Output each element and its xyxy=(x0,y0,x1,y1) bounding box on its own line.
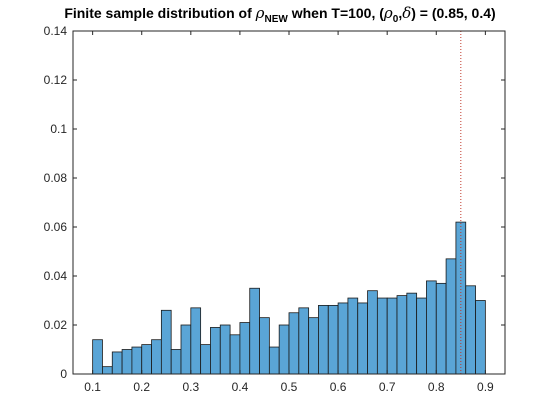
histogram-bar xyxy=(121,349,133,375)
histogram-bar xyxy=(298,307,310,375)
x-tick-label: 0.8 xyxy=(428,380,445,394)
title-rho0-subscript: 0 xyxy=(392,13,399,25)
histogram-bar xyxy=(416,297,427,375)
histogram-bar xyxy=(92,339,103,375)
x-tick-label: 0.2 xyxy=(133,380,150,394)
title-middle: when T=100, ( xyxy=(287,5,384,21)
x-tick-label: 0.7 xyxy=(379,380,396,394)
title-prefix: Finite sample distribution of xyxy=(64,5,256,21)
histogram-bar xyxy=(170,349,182,375)
histogram-bar xyxy=(219,324,231,375)
y-tick-label: 0 xyxy=(60,367,67,381)
histogram-bar xyxy=(180,324,192,375)
histogram-bar xyxy=(406,292,418,375)
title-suffix: ) = (0.85, 0.4) xyxy=(411,5,496,21)
histogram-bar xyxy=(288,312,300,375)
x-tick-label: 0.4 xyxy=(232,380,249,394)
x-tick-label: 0.6 xyxy=(330,380,347,394)
x-tick-label: 0.1 xyxy=(84,380,101,394)
title-rho0-symbol: ρ xyxy=(383,4,393,22)
histogram-bar xyxy=(337,302,349,375)
histogram-bars xyxy=(92,221,486,375)
y-tick-label: 0.12 xyxy=(44,73,68,87)
histogram-bar xyxy=(259,317,270,375)
x-tick-label: 0.5 xyxy=(281,380,298,394)
x-tick-label: 0.3 xyxy=(182,380,199,394)
histogram-bar xyxy=(141,344,152,375)
histogram-bar xyxy=(160,309,172,375)
y-tick-label: 0.02 xyxy=(44,318,68,332)
histogram-bar xyxy=(465,285,476,375)
histogram-bar xyxy=(475,300,486,375)
title-rho-symbol: ρ xyxy=(255,4,265,22)
histogram-bar xyxy=(131,346,143,375)
histogram-bar xyxy=(426,280,437,375)
histogram-bar xyxy=(190,307,202,375)
histogram-bar xyxy=(445,258,457,375)
y-axis-ticks: 0 0.02 0.04 0.06 0.08 0.1 0.12 0.14 xyxy=(44,24,505,381)
x-axis-ticks: 0.1 0.2 0.3 0.4 0.5 0.6 0.7 0.8 0.9 xyxy=(84,31,494,394)
histogram-bar xyxy=(268,346,280,375)
title-comma: , xyxy=(398,5,403,21)
y-tick-label: 0.08 xyxy=(44,171,68,185)
histogram-bar xyxy=(435,282,447,375)
histogram-bar xyxy=(151,339,162,375)
histogram-bar xyxy=(229,334,241,375)
title-delta-symbol: δ xyxy=(402,4,412,22)
histogram-bar xyxy=(249,287,260,375)
histogram-bar xyxy=(376,297,388,375)
histogram-bar xyxy=(367,290,378,375)
histogram-bar xyxy=(278,324,290,375)
y-tick-label: 0.1 xyxy=(50,122,67,136)
histogram-bar xyxy=(327,304,339,375)
title-rho-subscript: NEW xyxy=(264,13,288,25)
histogram-bar xyxy=(318,304,329,375)
y-tick-label: 0.04 xyxy=(44,269,68,283)
histogram-bar xyxy=(200,344,211,375)
histogram-bar xyxy=(396,295,408,375)
histogram-bar xyxy=(111,351,123,375)
histogram-bar xyxy=(386,297,398,375)
y-tick-label: 0.06 xyxy=(44,220,68,234)
histogram-bar xyxy=(210,327,221,375)
x-tick-label: 0.9 xyxy=(477,380,494,394)
histogram-bar xyxy=(357,302,368,375)
histogram-bar xyxy=(239,322,251,375)
histogram-bar xyxy=(347,297,359,375)
chart-title: Finite sample distribution of ρNEW when … xyxy=(0,4,560,25)
histogram-bar xyxy=(102,366,113,375)
histogram-bar xyxy=(308,317,319,375)
y-tick-label: 0.14 xyxy=(44,24,68,38)
